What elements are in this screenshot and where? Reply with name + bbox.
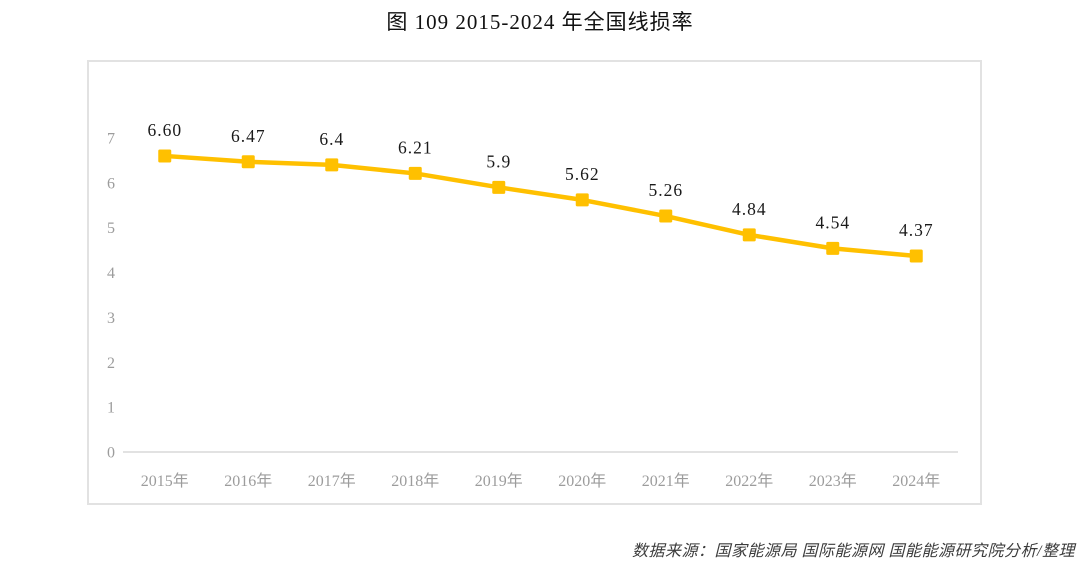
data-point-marker — [492, 180, 506, 194]
y-axis-tick-label: 1 — [107, 400, 115, 417]
y-axis-tick-label: 4 — [107, 265, 115, 282]
y-axis-tick-label: 5 — [107, 220, 115, 237]
x-axis-tick-label: 2020年 — [558, 472, 606, 490]
data-point-label: 6.21 — [398, 137, 433, 157]
data-point-marker — [909, 249, 923, 263]
x-axis-tick-label: 2018年 — [391, 472, 439, 490]
data-point-marker — [575, 193, 589, 207]
line-chart-svg: 0 1 2 3 4 5 6 7 2015年 2016年 2017年 2018年 2019年 2020年 20… — [107, 120, 958, 490]
data-point-marker — [158, 149, 172, 163]
data-point-label: 4.37 — [899, 220, 934, 240]
y-axis-tick-label: 3 — [107, 310, 115, 327]
data-line-series — [162, 153, 919, 259]
y-axis-tick-label: 7 — [107, 131, 115, 148]
data-point-marker — [659, 209, 673, 223]
x-axis-tick-label: 2019年 — [475, 472, 523, 490]
data-point-marker — [325, 158, 339, 172]
x-axis-tick-label: 2023年 — [809, 472, 857, 490]
y-axis-tick-label: 2 — [107, 355, 115, 372]
data-point-marker — [742, 228, 756, 242]
data-point-label: 5.62 — [565, 164, 600, 184]
data-point-label: 6.47 — [231, 126, 266, 146]
x-axis-tick-label: 2017年 — [308, 472, 356, 490]
x-axis-tick-label: 2024年 — [892, 472, 940, 490]
data-point-label: 5.9 — [486, 151, 511, 171]
x-axis-tick-label: 2015年 — [141, 472, 189, 490]
chart-frame: 0 1 2 3 4 5 6 7 2015年 2016年 2017年 2018年 2019年 2020年 20… — [87, 60, 982, 505]
x-axis-tick-label: 2022年 — [725, 472, 773, 490]
x-axis-tick-label: 2021年 — [642, 472, 690, 490]
y-axis-tick-label: 6 — [107, 175, 115, 192]
chart-title: 图 109 2015-2024 年全国线损率 — [386, 10, 694, 34]
data-point-label: 6.4 — [319, 129, 344, 149]
data-point-label: 4.54 — [815, 212, 850, 232]
x-axis-tick-label: 2016年 — [224, 472, 272, 490]
data-point-label: 5.26 — [648, 180, 683, 200]
data-point-marker — [408, 166, 422, 180]
data-point-label: 4.84 — [732, 199, 767, 219]
data-point-label: 6.60 — [147, 120, 182, 140]
data-point-marker — [826, 241, 840, 255]
source-note: 数据来源：国家能源局 国际能源网 国能能源研究院分析/整理 — [632, 543, 1075, 560]
y-axis-tick-label: 0 — [107, 445, 115, 462]
data-point-marker — [241, 155, 255, 169]
